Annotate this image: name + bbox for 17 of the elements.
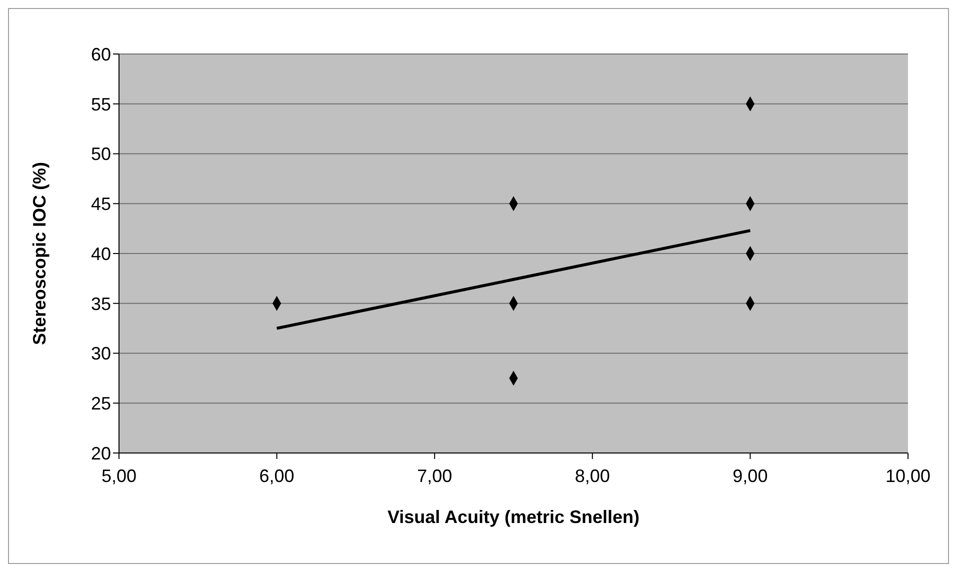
y-tick-label: 60 xyxy=(90,44,111,64)
x-tick-label: 7,00 xyxy=(417,466,452,486)
x-tick-label: 8,00 xyxy=(574,466,610,486)
y-tick-label: 20 xyxy=(90,443,111,464)
y-tick-label: 30 xyxy=(90,344,111,364)
x-tick-label: 10,00 xyxy=(885,466,931,486)
y-tick-label: 45 xyxy=(90,194,111,214)
y-tick-label: 35 xyxy=(90,294,111,314)
y-axis-title: Stereoscopic IOC (%) xyxy=(29,162,50,346)
y-tick-label: 50 xyxy=(90,144,111,164)
y-tick-label: 40 xyxy=(90,244,111,264)
x-tick-label: 5,00 xyxy=(101,466,137,486)
x-tick-label: 6,00 xyxy=(259,466,294,486)
x-axis-title: Visual Acuity (metric Snellen) xyxy=(387,507,640,527)
x-tick-label: 9,00 xyxy=(732,466,768,486)
y-tick-label: 25 xyxy=(90,394,111,414)
y-tick-label: 55 xyxy=(90,94,111,114)
